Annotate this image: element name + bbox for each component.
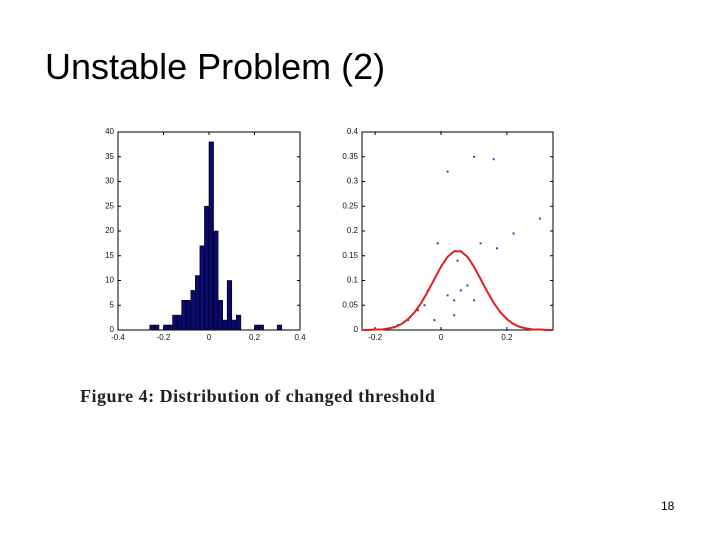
- bar: [181, 299, 187, 331]
- y-tick-label: 40: [105, 127, 114, 136]
- x-tick-label: 0: [439, 333, 444, 342]
- bar: [154, 324, 160, 331]
- point: [496, 247, 499, 250]
- point: [472, 299, 475, 302]
- bar: [231, 319, 237, 331]
- point: [479, 242, 482, 245]
- bar: [236, 314, 242, 331]
- point: [453, 299, 456, 302]
- bar: [195, 275, 201, 331]
- bar: [222, 319, 228, 331]
- bar: [167, 324, 173, 331]
- bar: [254, 324, 260, 331]
- point: [512, 232, 515, 235]
- bar: [226, 280, 233, 331]
- y-tick-label: 35: [105, 152, 114, 161]
- bar: [172, 314, 178, 331]
- point: [459, 289, 462, 292]
- bar: [163, 324, 169, 331]
- y-tick-label: 5: [110, 300, 115, 309]
- bar: [199, 245, 205, 331]
- point: [436, 242, 439, 245]
- point: [440, 131, 443, 133]
- point: [423, 304, 426, 307]
- plot-frame: [361, 131, 554, 331]
- bar: [185, 299, 192, 331]
- bar: [204, 205, 210, 331]
- curve: [362, 250, 553, 331]
- point: [472, 155, 475, 158]
- x-tick-label: -0.2: [368, 333, 382, 342]
- x-tick-label: 0.2: [249, 333, 261, 342]
- x-tick-label: 0: [207, 333, 212, 342]
- point: [433, 319, 436, 322]
- point: [466, 284, 469, 287]
- y-tick-label: 20: [105, 226, 114, 235]
- x-tick-label: -0.2: [157, 333, 171, 342]
- y-tick-label: 0.2: [347, 226, 359, 235]
- x-tick-label: 0.2: [501, 333, 513, 342]
- point: [456, 259, 459, 262]
- bar: [276, 324, 283, 331]
- page-number: 18: [661, 499, 675, 513]
- y-tick-label: 0: [354, 325, 359, 334]
- point: [416, 309, 419, 312]
- y-tick-label: 0.25: [342, 201, 358, 210]
- bar: [176, 314, 182, 331]
- x-tick-label: -0.4: [111, 333, 125, 342]
- y-tick-label: 0.3: [347, 177, 359, 186]
- bar: [208, 141, 214, 331]
- point: [492, 158, 495, 161]
- bar: [213, 230, 219, 331]
- bar: [258, 324, 264, 331]
- point: [446, 294, 449, 297]
- point: [538, 217, 541, 220]
- slide-title: Unstable Problem (2): [45, 46, 386, 87]
- bar: [149, 324, 155, 331]
- bar: [217, 299, 223, 331]
- y-tick-label: 30: [105, 177, 114, 186]
- y-tick-label: 10: [105, 276, 114, 285]
- point: [453, 314, 456, 317]
- y-tick-label: 0.4: [347, 127, 359, 136]
- x-tick-label: 0.4: [294, 333, 306, 342]
- y-tick-label: 0.1: [347, 276, 359, 285]
- y-tick-label: 15: [105, 251, 114, 260]
- bar: [190, 290, 196, 331]
- y-tick-label: 25: [105, 201, 114, 210]
- y-tick-label: 0.35: [342, 152, 358, 161]
- y-tick-label: 0: [110, 325, 115, 334]
- figure-caption: Figure 4: Distribution of changed thresh…: [80, 386, 436, 406]
- point: [446, 170, 449, 173]
- point: [505, 329, 508, 331]
- y-tick-label: 0.05: [342, 300, 358, 309]
- y-tick-label: 0.15: [342, 251, 358, 260]
